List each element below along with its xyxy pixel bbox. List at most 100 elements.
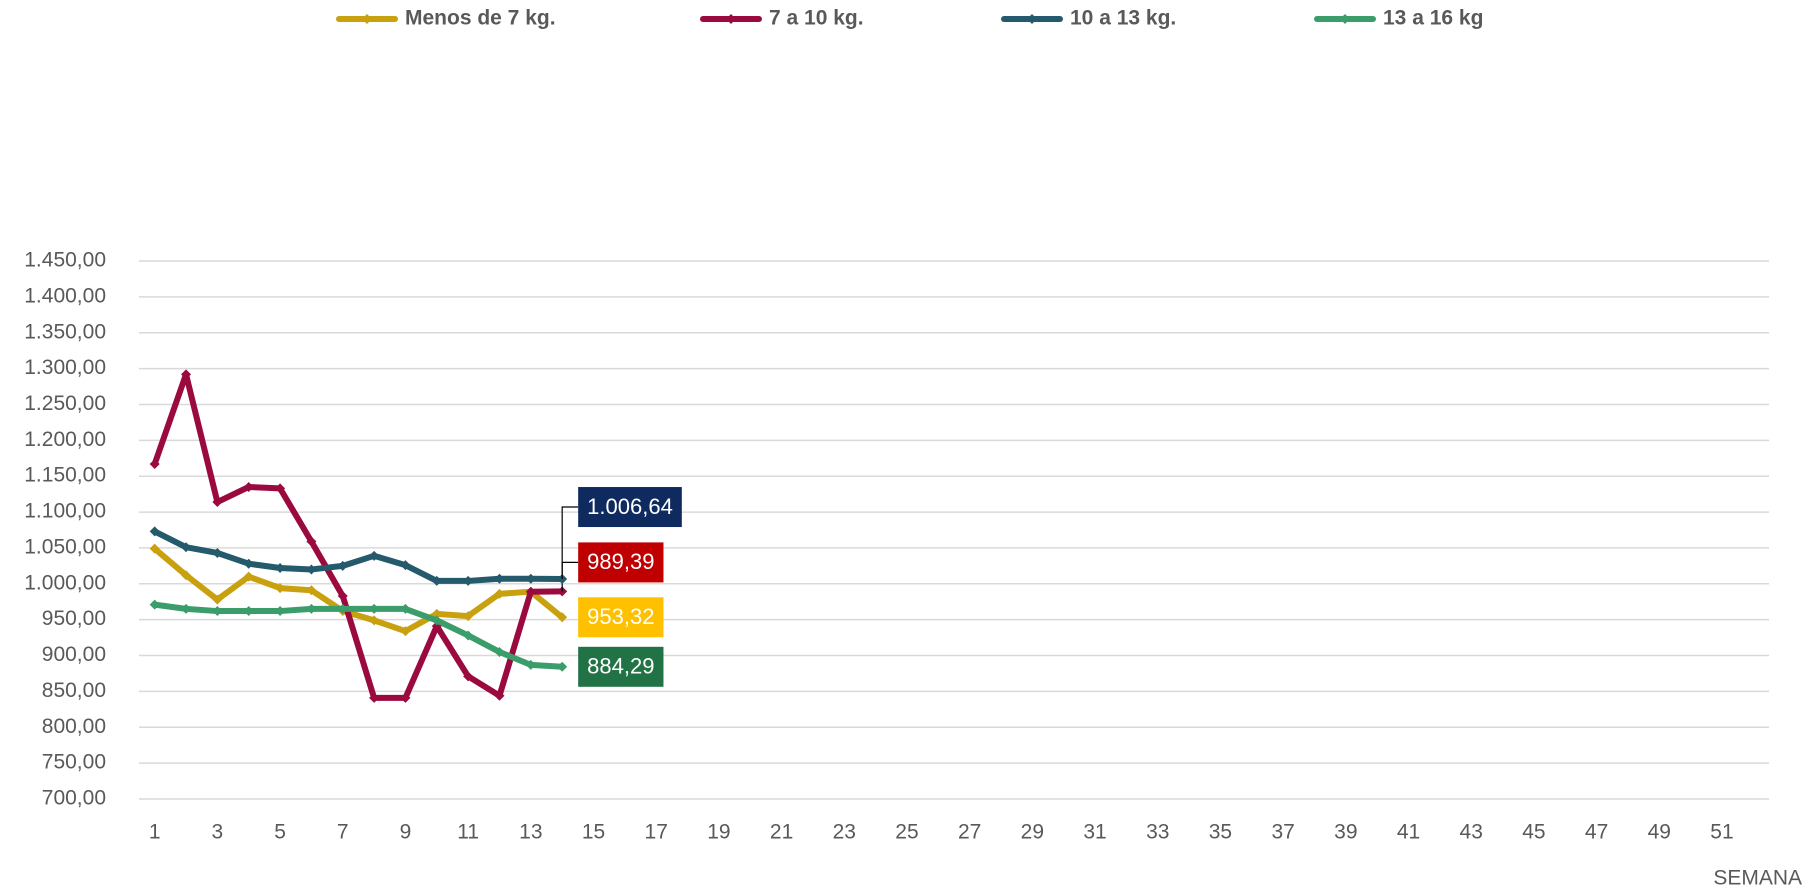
- legend-marker: [726, 14, 736, 24]
- legend-marker: [1340, 14, 1350, 24]
- x-tick-label: 33: [1146, 821, 1169, 844]
- x-tick-label: 29: [1021, 821, 1044, 844]
- point-marker: [275, 606, 286, 617]
- y-tick-label: 1.000,00: [24, 571, 106, 594]
- point-marker: [369, 692, 380, 703]
- x-tick-label: 39: [1334, 821, 1357, 844]
- x-tick-label: 11: [457, 821, 479, 844]
- point-marker: [525, 573, 536, 584]
- y-tick-label: 1.250,00: [24, 392, 106, 415]
- point-marker: [525, 586, 536, 597]
- x-tick-label: 49: [1648, 821, 1671, 844]
- x-tick-label: 13: [519, 821, 542, 844]
- x-tick-label: 31: [1083, 821, 1106, 844]
- point-marker: [306, 564, 317, 575]
- y-tick-label: 900,00: [42, 643, 106, 666]
- point-marker: [181, 542, 192, 553]
- point-marker: [149, 459, 160, 470]
- y-tick-label: 1.100,00: [24, 500, 106, 523]
- legend-marker: [1027, 14, 1037, 24]
- point-marker: [306, 536, 317, 547]
- legend-label: 7 a 10 kg.: [769, 7, 864, 30]
- legend-label: Menos de 7 kg.: [405, 7, 556, 30]
- point-marker: [400, 560, 411, 571]
- data-label: 953,32: [587, 604, 654, 629]
- legend-label: 10 a 13 kg.: [1070, 7, 1176, 30]
- series-line: [154, 601, 563, 670]
- point-marker: [557, 661, 568, 672]
- point-marker: [337, 590, 348, 601]
- point-marker: [243, 571, 254, 582]
- point-marker: [243, 558, 254, 569]
- leader-line: [561, 506, 579, 580]
- series-line: [151, 371, 563, 701]
- y-tick-label: 700,00: [42, 787, 106, 810]
- data-label-group: 953,32: [578, 597, 664, 638]
- legend-label: 13 a 16 kg: [1383, 7, 1483, 30]
- point-marker: [181, 603, 192, 614]
- x-tick-label: 23: [833, 821, 856, 844]
- data-label: 989,39: [587, 549, 654, 574]
- x-tick-label: 25: [895, 821, 918, 844]
- point-marker: [243, 606, 254, 617]
- series-line: [153, 528, 563, 584]
- data-label: 884,29: [587, 654, 654, 679]
- y-tick-label: 950,00: [42, 607, 106, 630]
- point-marker: [275, 563, 286, 574]
- point-marker: [243, 481, 254, 492]
- point-marker: [306, 603, 317, 614]
- point-marker: [525, 659, 536, 670]
- point-marker: [463, 671, 474, 682]
- x-tick-label: 1: [149, 821, 161, 844]
- point-marker: [212, 606, 223, 617]
- y-tick-label: 1.200,00: [24, 428, 106, 451]
- data-label-box: [578, 646, 664, 687]
- y-tick-label: 800,00: [42, 715, 106, 738]
- x-tick-label: 27: [958, 821, 981, 844]
- point-marker: [400, 626, 411, 637]
- point-marker: [275, 483, 286, 494]
- point-marker: [557, 612, 568, 623]
- point-marker: [369, 550, 380, 561]
- data-label-group: 884,29: [578, 646, 664, 687]
- y-tick-label: 1.450,00: [24, 249, 106, 272]
- point-marker: [149, 599, 160, 610]
- point-marker: [400, 603, 411, 614]
- x-tick-label: 47: [1585, 821, 1608, 844]
- x-tick-label: 15: [582, 821, 605, 844]
- series-line: [152, 546, 565, 635]
- y-tick-label: 1.050,00: [24, 535, 106, 558]
- x-axis-title: SEMANA: [1713, 867, 1802, 888]
- legend-marker: [362, 14, 372, 24]
- point-marker: [494, 588, 505, 599]
- data-label-box: [578, 542, 664, 583]
- point-marker: [212, 547, 223, 558]
- x-tick-label: 41: [1397, 821, 1420, 844]
- point-marker: [306, 585, 317, 596]
- point-marker: [463, 611, 474, 622]
- y-tick-label: 1.400,00: [24, 284, 106, 307]
- point-marker: [149, 526, 160, 537]
- point-marker: [431, 575, 442, 586]
- point-marker: [431, 615, 442, 626]
- y-tick-label: 1.150,00: [24, 464, 106, 487]
- data-label-box: [578, 597, 664, 638]
- data-label: 1.006,64: [587, 494, 673, 519]
- point-marker: [369, 603, 380, 614]
- point-marker: [181, 570, 192, 581]
- point-marker: [181, 369, 192, 380]
- point-marker: [337, 560, 348, 571]
- point-marker: [337, 603, 348, 614]
- x-tick-label: 51: [1710, 821, 1733, 844]
- x-tick-label: 19: [707, 821, 730, 844]
- data-label-box: [578, 487, 682, 528]
- point-marker: [494, 573, 505, 584]
- x-tick-label: 9: [400, 821, 412, 844]
- data-label-group: 1.006,64: [561, 487, 682, 580]
- point-marker: [463, 575, 474, 586]
- point-marker: [212, 594, 223, 605]
- x-tick-label: 35: [1209, 821, 1232, 844]
- point-marker: [463, 630, 474, 641]
- point-marker: [369, 615, 380, 626]
